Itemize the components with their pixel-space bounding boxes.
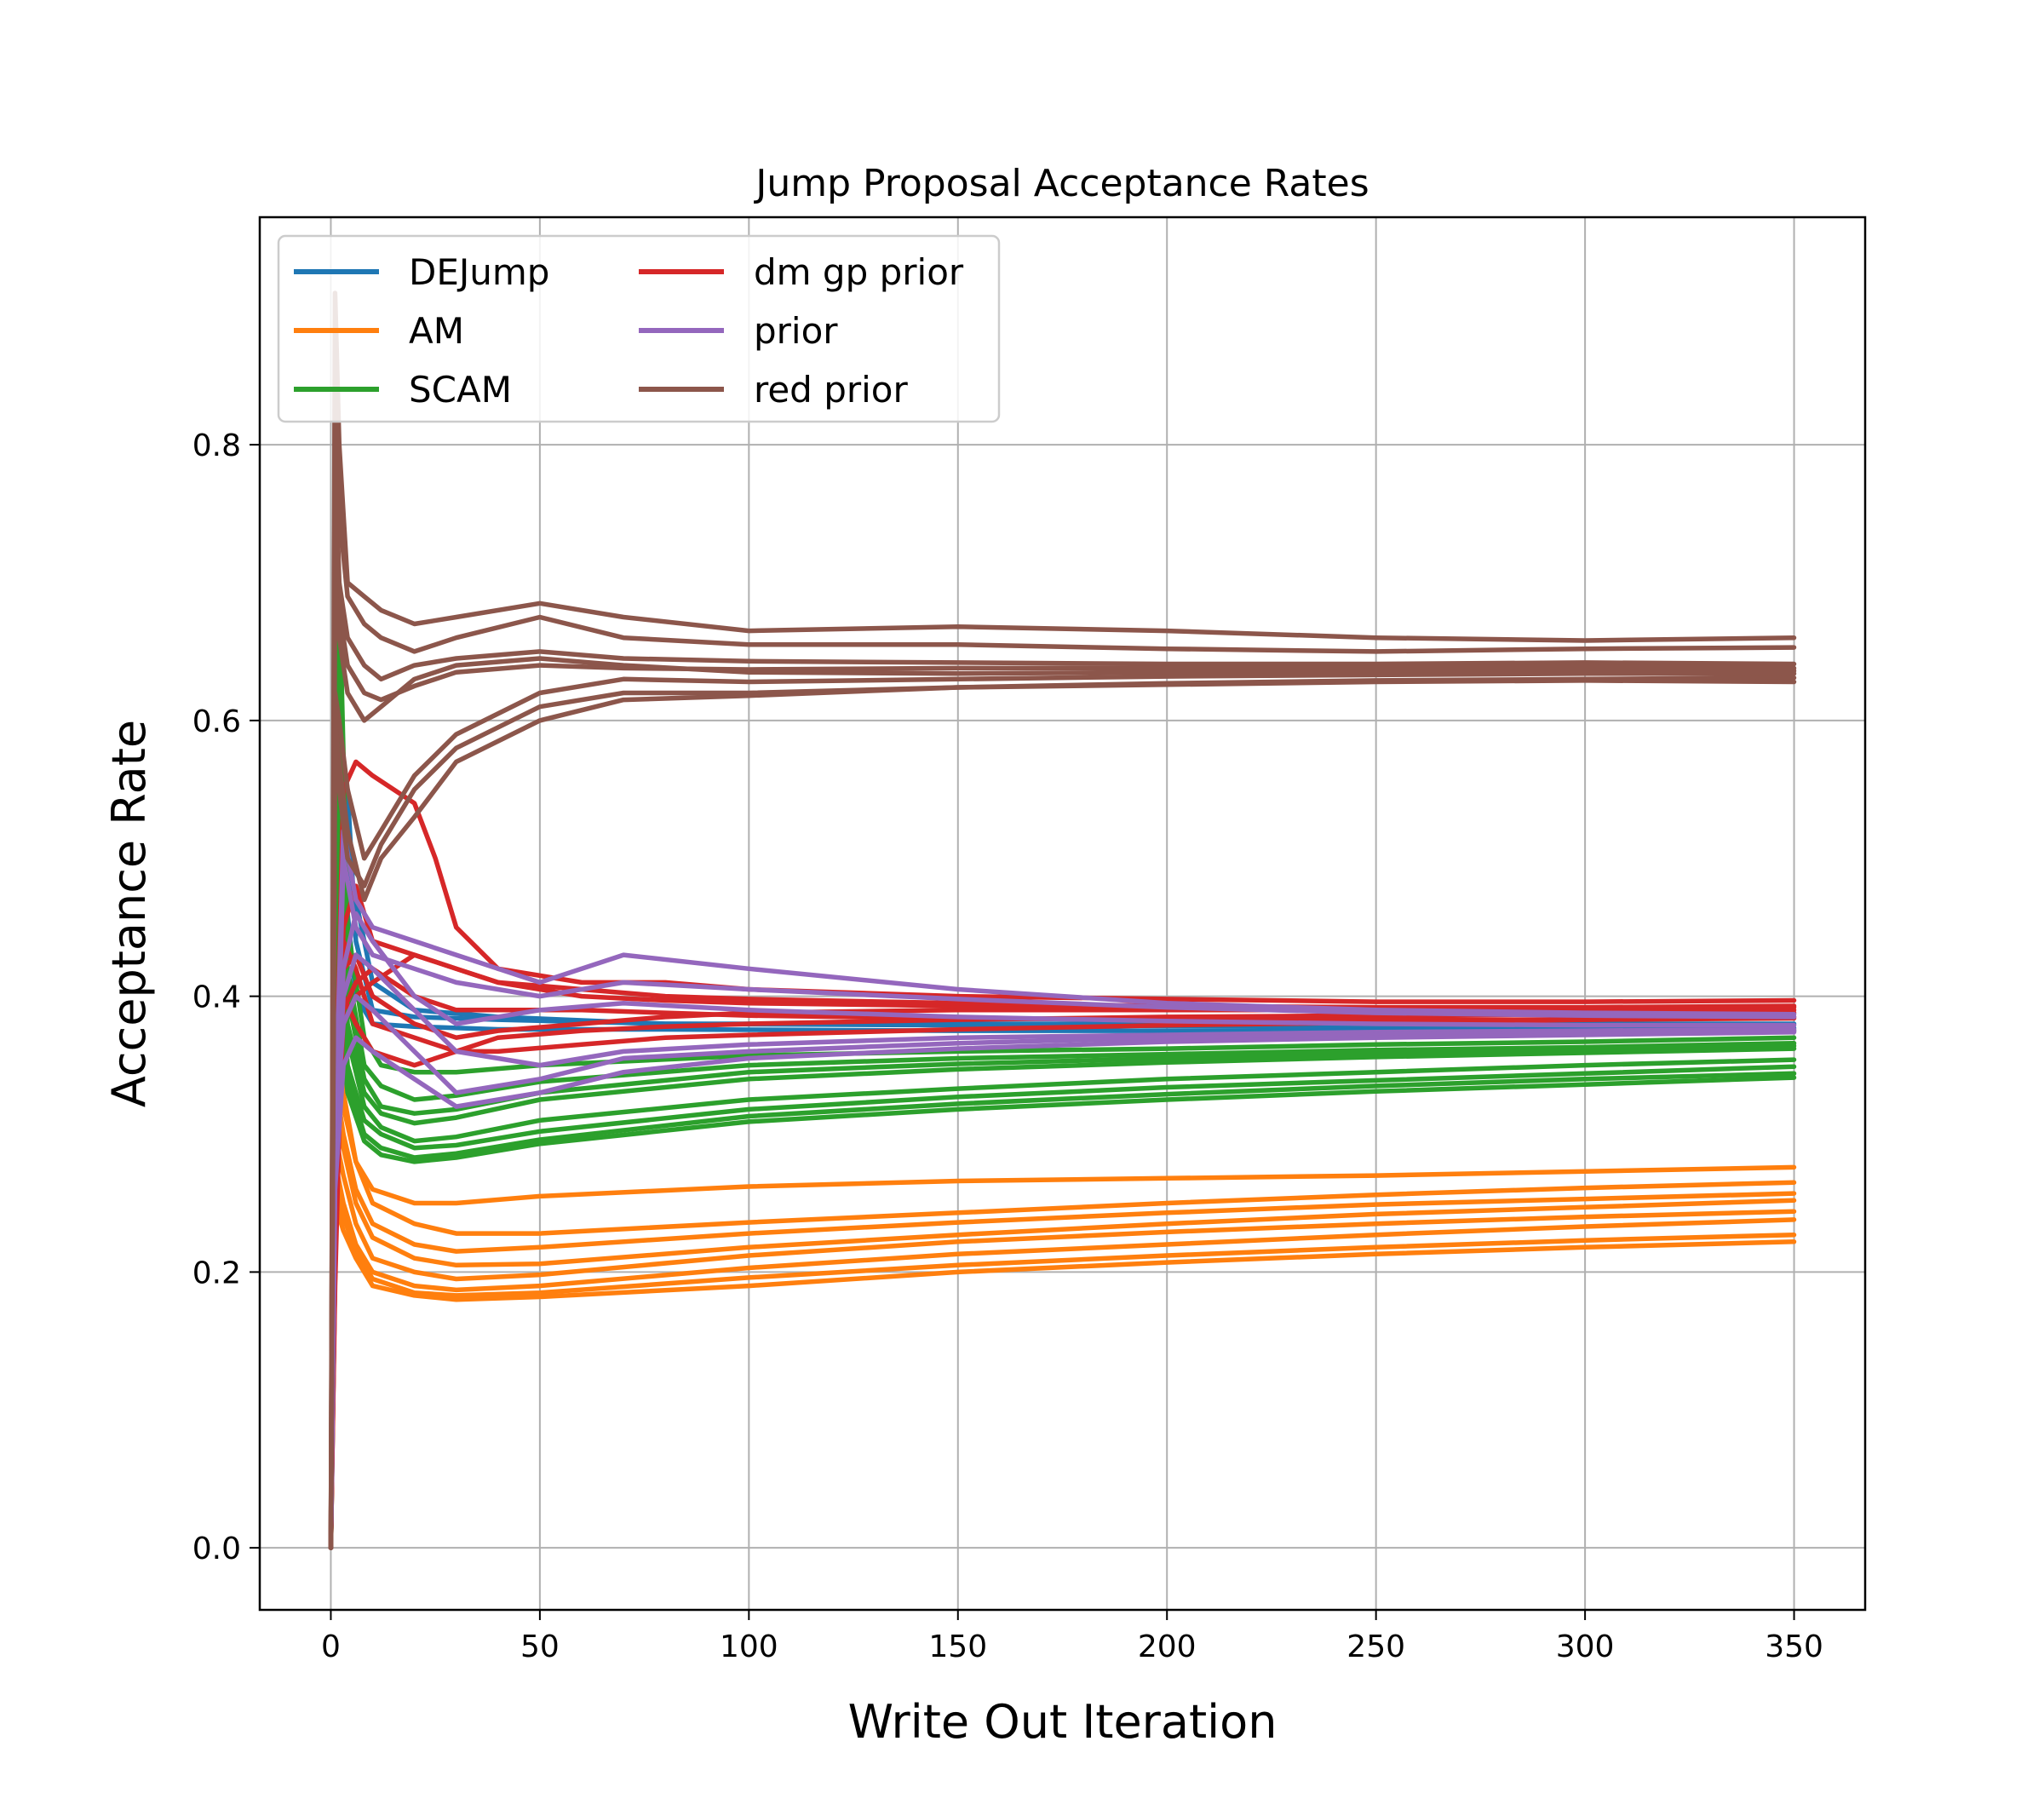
chart-title: Jump Proposal Acceptance Rates <box>753 162 1369 205</box>
y-axis-ticks: 0.0 0.2 0.4 0.6 0.8 <box>192 428 260 1566</box>
series-line <box>328 855 1797 1550</box>
series-dm-gp-prior <box>328 759 1797 1550</box>
series-line <box>328 966 1797 1550</box>
x-tick-label: 350 <box>1765 1629 1823 1664</box>
legend-item: SCAM <box>294 369 512 411</box>
legend-label: DEJump <box>409 251 549 293</box>
series-line <box>328 1187 1797 1550</box>
series-line <box>328 718 1797 1550</box>
series-line <box>328 759 1797 1550</box>
y-tick-label: 0.4 <box>192 980 241 1015</box>
y-axis-label: Acceptance Rate <box>102 720 156 1107</box>
series-red-prior <box>328 290 1797 1550</box>
series-line <box>328 373 1797 1550</box>
series-line <box>328 787 1797 1550</box>
x-tick-label: 300 <box>1556 1629 1615 1664</box>
series-line <box>328 993 1797 1550</box>
x-tick-label: 100 <box>720 1629 778 1664</box>
legend-item: AM <box>294 310 464 352</box>
legend-label: dm gp prior <box>754 251 964 293</box>
x-axis-ticks: 0 50 100 150 200 250 300 350 <box>321 1610 1823 1664</box>
x-tick-label: 150 <box>928 1629 987 1664</box>
series-line <box>328 442 1797 1550</box>
series-line <box>328 993 1797 1550</box>
series-line <box>328 855 1797 1550</box>
grid <box>260 217 1865 1610</box>
series-line <box>328 678 1797 1550</box>
legend-label: prior <box>754 310 838 352</box>
legend-label: AM <box>409 310 464 352</box>
series-lines <box>328 290 1797 1550</box>
series-line <box>328 924 1797 1550</box>
x-tick-label: 0 <box>321 1629 341 1664</box>
y-tick-label: 0.0 <box>192 1532 241 1566</box>
legend-item: dm gp prior <box>639 251 964 293</box>
series-line <box>328 855 1797 1550</box>
y-tick-label: 0.8 <box>192 428 241 463</box>
series-line <box>328 1200 1797 1550</box>
series-line <box>328 580 1797 1550</box>
series-line <box>328 1029 1797 1550</box>
x-tick-label: 250 <box>1346 1629 1405 1664</box>
series-dejump <box>328 718 1797 1550</box>
legend-label: SCAM <box>409 369 512 411</box>
y-tick-label: 0.2 <box>192 1256 241 1290</box>
series-line <box>328 675 1797 1550</box>
series-line <box>328 290 1797 1550</box>
series-prior <box>328 828 1797 1550</box>
y-tick-label: 0.6 <box>192 704 241 739</box>
plot-area-frame <box>258 216 1867 1612</box>
series-line <box>328 671 1797 1550</box>
series-line <box>328 1021 1797 1550</box>
series-line <box>328 911 1797 1550</box>
series-line <box>328 787 1797 1550</box>
series-line <box>328 1159 1797 1550</box>
x-tick-label: 50 <box>520 1629 560 1664</box>
legend-item: red prior <box>639 369 908 411</box>
x-tick-label: 200 <box>1138 1629 1197 1664</box>
series-line <box>328 952 1797 1550</box>
legend-item: DEJump <box>294 251 549 293</box>
series-am <box>328 1021 1797 1550</box>
series-line <box>328 1077 1797 1550</box>
legend-item: prior <box>639 310 838 352</box>
legend-label: red prior <box>754 369 908 411</box>
series-line <box>328 855 1797 1550</box>
legend: DEJump AM SCAM dm gp prior prior red prior <box>277 234 1001 423</box>
series-line <box>328 1049 1797 1550</box>
series-line <box>328 718 1797 1550</box>
series-line <box>328 1090 1797 1550</box>
series-line <box>328 511 1797 1550</box>
series-line <box>328 1131 1797 1550</box>
x-axis-label: Write Out Iteration <box>848 1695 1278 1749</box>
